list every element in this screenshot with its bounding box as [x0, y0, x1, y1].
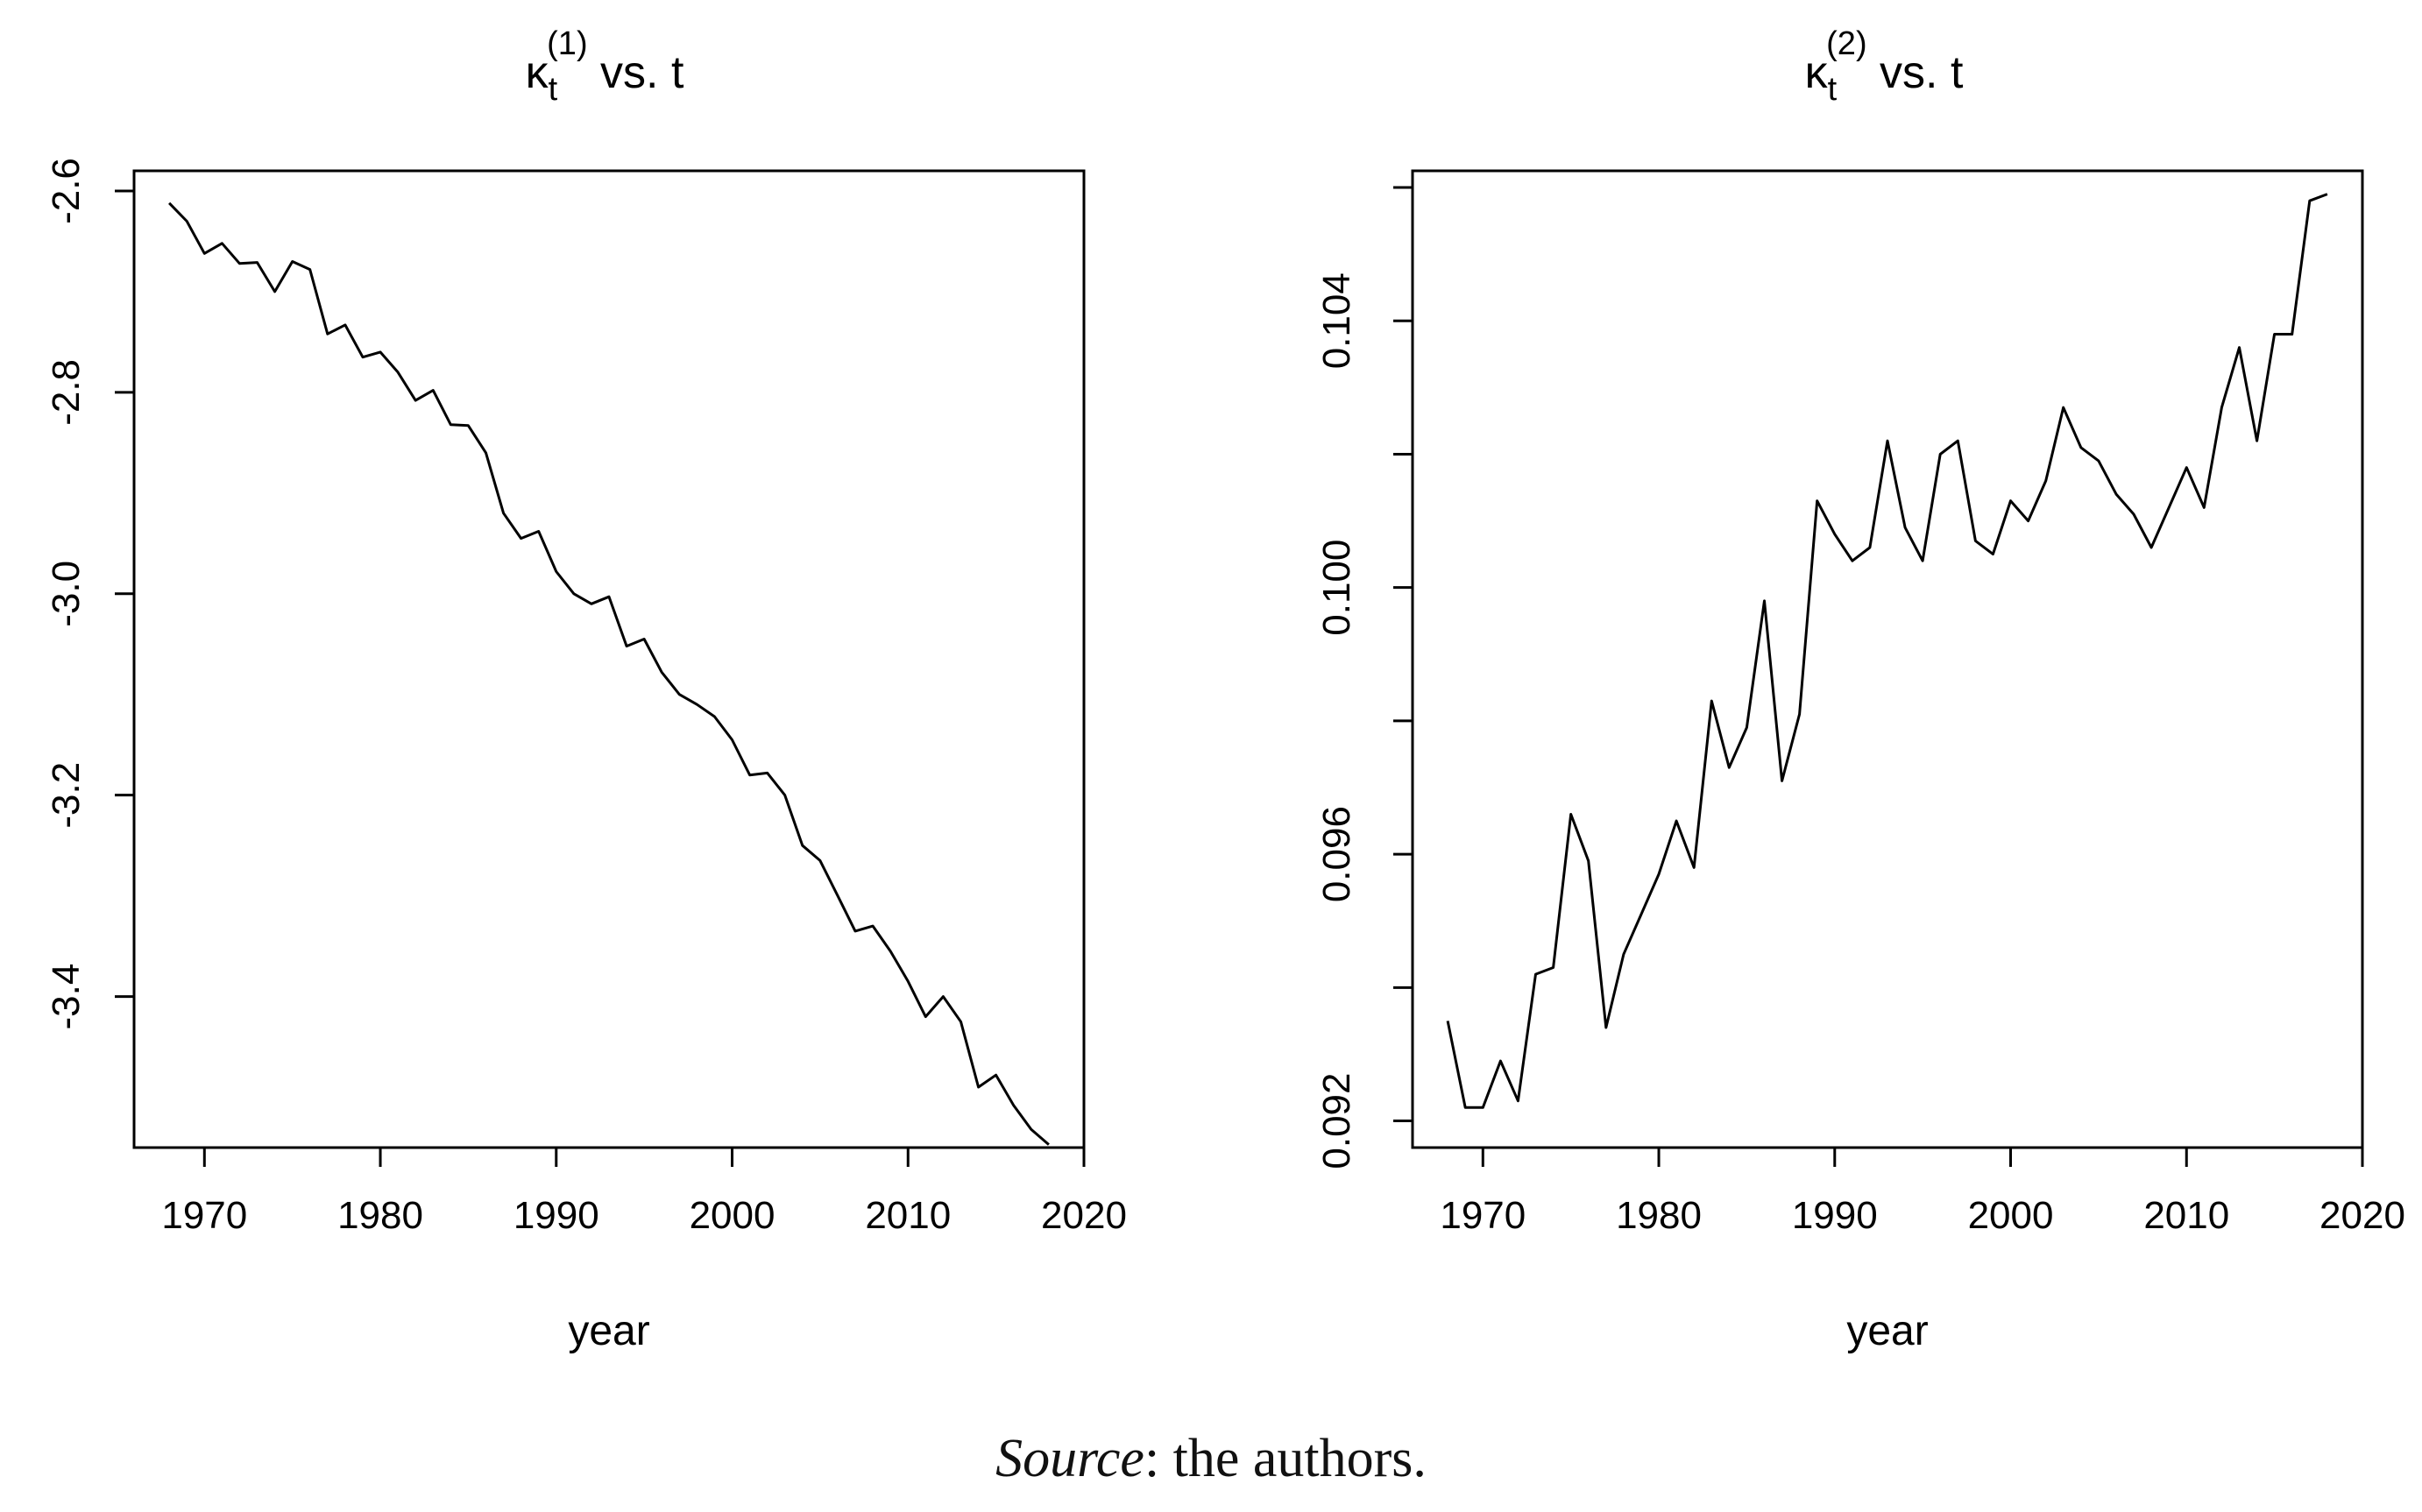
- chart-title: κt(2) vs. t: [1805, 25, 1964, 108]
- y-tick-label: -3.2: [45, 762, 88, 829]
- y-tick-label: -3.0: [45, 561, 88, 627]
- y-tick-label: -2.6: [45, 158, 88, 224]
- plot-frame: [1411, 169, 2364, 1149]
- x-tick-label: 1990: [513, 1194, 599, 1237]
- chart-panel-1: κt(1) vs. t 1970 1980 1990 2000 2010 2020 -2.6 -…: [45, 25, 1127, 1354]
- x-tick-label: 2020: [2319, 1194, 2405, 1237]
- x-tick-label: 1970: [1440, 1194, 1526, 1237]
- source-caption: Source: the authors.: [0, 1428, 2422, 1490]
- x-tick-label: 1980: [337, 1194, 423, 1237]
- y-tick-label: -2.8: [45, 359, 88, 426]
- plot-frame: [132, 169, 1086, 1149]
- x-tick-label: 2000: [1968, 1194, 2054, 1237]
- x-axis-label: year: [1846, 1308, 1928, 1354]
- y-tick-label: 0.092: [1315, 1073, 1358, 1169]
- source-label: Source: [995, 1429, 1144, 1488]
- series-line-1: [168, 201, 1050, 1146]
- chart-panel-2: κt(2) vs. t 1970 1980 1990 2000 2010 2020 0.092…: [1315, 25, 2405, 1354]
- series-line-1: [1446, 193, 2328, 1109]
- y-tick-label: 0.096: [1315, 806, 1358, 902]
- y-tick-label: -3.4: [45, 964, 88, 1030]
- x-tick-label: 2000: [690, 1194, 775, 1237]
- y-tick-label: 0.104: [1315, 272, 1358, 369]
- source-text: : the authors.: [1144, 1429, 1427, 1488]
- x-tick-label: 1980: [1616, 1194, 1702, 1237]
- chart-title: κt(1) vs. t: [526, 25, 684, 108]
- y-tick-label: 0.100: [1315, 540, 1358, 636]
- x-tick-label: 1990: [1792, 1194, 1878, 1237]
- x-tick-label: 2010: [865, 1194, 951, 1237]
- x-tick-label: 2020: [1041, 1194, 1127, 1237]
- x-axis-label: year: [568, 1308, 649, 1354]
- x-tick-label: 1970: [161, 1194, 247, 1237]
- x-tick-label: 2010: [2143, 1194, 2229, 1237]
